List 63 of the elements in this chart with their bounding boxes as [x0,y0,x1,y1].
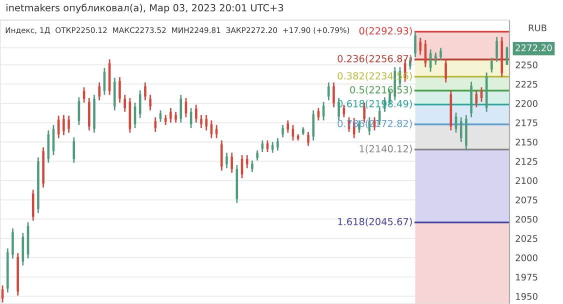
y-tick-label: 2250 [516,62,538,68]
candlestick [205,114,208,132]
candlestick [307,131,310,147]
candlestick [246,154,248,169]
y-axis-title: RUB [528,24,546,32]
candlestick [174,111,177,124]
candlestick [312,110,314,142]
candlestick [327,82,330,101]
chart-title: inetmakers опубликовал(а), Мар 03, 2023 20:01 UTC+3 [6,4,284,14]
candlestick [414,30,416,58]
ref-line-label: 1.618(2045.67) [338,218,412,226]
candlestick [82,86,86,104]
y-tick-label: 2175 [516,119,538,126]
candlestick [251,160,254,173]
y-tick-label: 2150 [516,138,538,146]
candlestick [98,82,100,101]
y-tick-label: 2100 [516,177,538,184]
candlestick [282,124,284,138]
candlestick [220,140,223,172]
candlestick [144,82,146,101]
candlestick [118,76,121,104]
candlestick [419,37,422,56]
candlestick [124,94,126,113]
candlestick [460,116,462,143]
candlestick [68,115,70,134]
ref-line-label: 1(2140.12) [360,144,412,154]
y-tick-label: 2125 [516,158,538,165]
y-tick-label: 2000 [516,254,538,262]
candlestick [170,107,172,124]
y-tick-label: 2050 [516,216,538,223]
candlestick [149,94,152,112]
candlestick [440,47,442,61]
candlestick [138,90,142,119]
candlestick [32,189,34,222]
candlestick [429,48,432,72]
candlestick [72,136,76,164]
candlestick [332,82,335,108]
candlestick [434,52,437,66]
candlestick [62,114,65,136]
candlestick [226,152,228,169]
y-tick-label: 2225 [516,80,538,88]
y-tick-label: 1975 [516,274,538,281]
candlestick [490,57,493,74]
y-tick-label: 2075 [516,196,538,204]
candlestick [164,114,167,126]
candlestick [496,36,498,62]
y-tick-label: 1950 [516,293,538,300]
candlestick [317,107,320,122]
candlestick [180,94,182,124]
y-tick-label: 2025 [516,235,538,242]
candlestick [286,120,290,134]
candlestick [210,120,213,139]
candlestick [256,150,258,162]
candlestick [230,152,233,174]
candlestick [12,228,14,260]
candlestick [57,115,60,139]
y-tick-label: 2200 [516,100,538,107]
candlestick [444,58,447,84]
candlestick [200,114,202,129]
candlestick [195,104,198,124]
ref-line-label: 0(2292.93) [359,26,412,36]
y-tick-label: 2272.20 [516,44,552,52]
candlestick [276,137,279,152]
